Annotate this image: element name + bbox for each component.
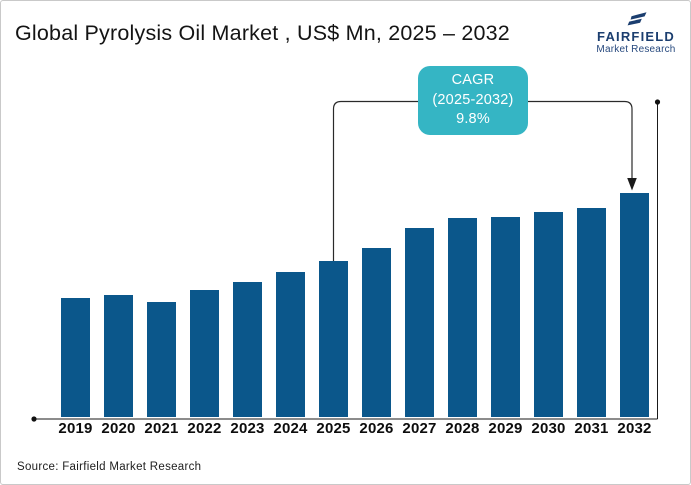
bar-2028 [448,218,477,417]
bar-slot-2028: 2028 [441,177,484,437]
x-tick-label-2029: 2029 [488,420,523,437]
bar-2025 [319,261,348,417]
x-tick-label-2026: 2026 [359,420,394,437]
bar-2030 [534,212,563,417]
bar-slot-2027: 2027 [398,177,441,437]
bar-2029 [491,217,520,417]
right-axis-top-dot [654,99,661,105]
fairfield-flag-icon [627,12,647,26]
x-tick-label-2021: 2021 [144,420,179,437]
x-tick-label-2031: 2031 [574,420,609,437]
bar-2027 [405,228,434,417]
bar-2024 [276,272,305,417]
x-axis-end-dot [31,416,37,422]
bar-2023 [233,282,262,417]
x-tick-label-2032: 2032 [617,420,652,437]
cagr-value: 9.8% [456,111,490,128]
cagr-label: CAGR [451,72,495,89]
bar-slot-2026: 2026 [355,177,398,437]
bar-2031 [577,208,606,417]
source-note: Source: Fairfield Market Research [17,461,202,473]
x-tick-label-2020: 2020 [101,420,136,437]
x-tick-label-2024: 2024 [273,420,308,437]
bar-slot-2020: 2020 [97,177,140,437]
bar-2020 [104,295,133,417]
fairfield-logo: FAIRFIELD Market Research [590,9,682,55]
bar-slot-2024: 2024 [269,177,312,437]
bar-2022 [190,290,219,417]
logo-subtitle: Market Research [596,43,676,55]
cagr-callout: CAGR (2025-2032) 9.8% [418,66,528,135]
x-tick-label-2025: 2025 [316,420,351,437]
x-tick-label-2023: 2023 [230,420,265,437]
x-tick-label-2028: 2028 [445,420,480,437]
x-tick-label-2027: 2027 [402,420,437,437]
logo-name: FAIRFIELD [597,29,675,44]
bar-slot-2021: 2021 [140,177,183,437]
x-tick-label-2019: 2019 [58,420,93,437]
chart-title: Global Pyrolysis Oil Market , US$ Mn, 20… [15,21,510,45]
bar-slot-2025: 2025 [312,177,355,437]
cagr-period: (2025-2032) [432,91,514,108]
bar-slot-2030: 2030 [527,177,570,437]
x-tick-label-2022: 2022 [187,420,222,437]
bar-slot-2031: 2031 [570,177,613,437]
bar-slot-2019: 2019 [54,177,97,437]
bar-2026 [362,248,391,417]
bar-slot-2023: 2023 [226,177,269,437]
bar-slot-2032: 2032 [613,177,656,437]
bar-slot-2029: 2029 [484,177,527,437]
bar-2019 [61,298,90,417]
bar-2021 [147,302,176,417]
bar-chart: 2019 2020 2021 2022 2023 2024 2025 2026 2027 2028… [54,177,656,437]
bar-slot-2022: 2022 [183,177,226,437]
x-tick-label-2030: 2030 [531,420,566,437]
bar-2032 [620,193,649,417]
